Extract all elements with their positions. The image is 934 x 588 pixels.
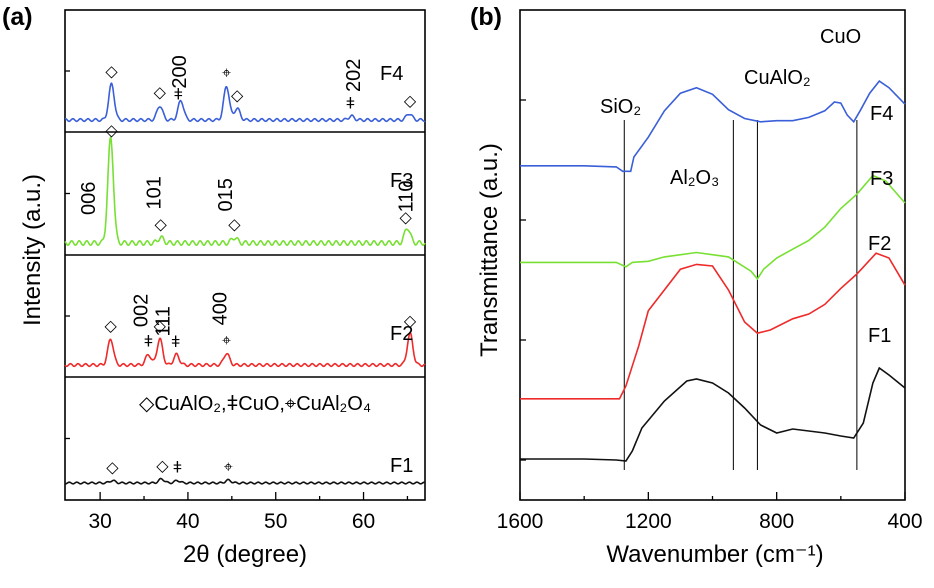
series-label-F4: F4 (380, 63, 403, 85)
series-label-F3: F3 (390, 170, 413, 192)
phase-marker: ◇ (231, 87, 244, 104)
phase-marker: ◇ (105, 318, 118, 335)
panel-b-xlabel: Wavenumber (cm⁻¹) (606, 541, 823, 568)
hkl-label: 111 (152, 306, 174, 336)
band-annotation: Al₂O₃ (670, 167, 719, 189)
hkl-label: 101 (144, 176, 166, 209)
phase-marker: ⌖ (222, 332, 231, 349)
band-annotation: CuO (820, 26, 861, 48)
hkl-label: 015 (215, 178, 237, 211)
panel-b-plot: 1600 1200 800 400 F4 F3 F2 F1 SiO₂ Al₂O₃ CuAlO₂ CuO (497, 9, 923, 533)
hkl-label: 202 (343, 59, 365, 92)
x-tick-label: 40 (176, 510, 199, 533)
series-line-F3 (64, 135, 426, 247)
hkl-label: 002 (131, 294, 153, 327)
hkl-label: 400 (210, 292, 232, 325)
phase-marker: ◇ (400, 209, 413, 226)
series-label-F1: F1 (868, 325, 891, 347)
series-line-F1 (64, 477, 426, 485)
band-annotation: CuAlO₂ (744, 67, 811, 89)
phase-marker: ◇ (105, 63, 118, 80)
panel-a-xlabel: 2θ (degree) (183, 541, 307, 568)
series-line-F1 (520, 366, 906, 462)
phase-marker: ǂ (173, 460, 182, 477)
series-label-F2: F2 (868, 233, 891, 255)
phase-marker: ◇ (106, 460, 119, 477)
x-tick-label: 1200 (625, 510, 672, 533)
legend-text: ◇CuAlO₂,ǂCuO,⌖CuAl₂O₄ (139, 393, 371, 415)
x-tick-label: 30 (88, 510, 111, 533)
phase-marker: ⌖ (222, 65, 231, 82)
panel-b-label: (b) (470, 3, 502, 31)
x-tick-label: 400 (887, 510, 922, 533)
phase-marker: ◇ (404, 93, 417, 110)
phase-marker: ◇ (228, 217, 241, 234)
phase-marker: ◇ (154, 318, 167, 335)
panel-a-label: (a) (2, 3, 33, 31)
band-annotation: SiO₂ (600, 96, 641, 118)
phase-marker: ◇ (154, 85, 167, 102)
hkl-label: 200 (169, 55, 191, 88)
phase-marker: ǂ (174, 86, 183, 103)
phase-marker: ◇ (155, 217, 168, 234)
series-line-F4 (520, 80, 906, 173)
phase-marker: ⌖ (224, 459, 233, 476)
hkl-label: 110 (396, 180, 418, 212)
series-label-F2: F2 (390, 323, 413, 345)
series-line-F3 (520, 174, 906, 281)
phase-marker: ǂ (171, 334, 180, 351)
series-label-F3: F3 (870, 168, 893, 190)
phase-marker: ◇ (404, 313, 417, 330)
x-tick-label: 60 (352, 510, 375, 533)
panel-b-ylabel: Transmittance (a.u.) (476, 143, 503, 357)
series-label-F4: F4 (870, 103, 893, 125)
phase-marker: ◇ (156, 458, 169, 475)
x-tick-label: 50 (264, 510, 287, 533)
hkl-label: 006 (78, 182, 100, 215)
phase-marker: ǂ (144, 334, 153, 351)
phase-marker: ◇ (105, 122, 118, 139)
series-label-F1: F1 (390, 455, 413, 477)
series-line-F2 (520, 252, 906, 400)
x-tick-label: 1600 (497, 510, 544, 533)
panel-a-ylabel: Intensity (a.u.) (19, 174, 46, 326)
series-line-F2 (64, 331, 426, 368)
series-line-F4 (65, 82, 426, 123)
phase-marker: ǂ (346, 95, 355, 112)
x-tick-label: 800 (759, 510, 794, 533)
